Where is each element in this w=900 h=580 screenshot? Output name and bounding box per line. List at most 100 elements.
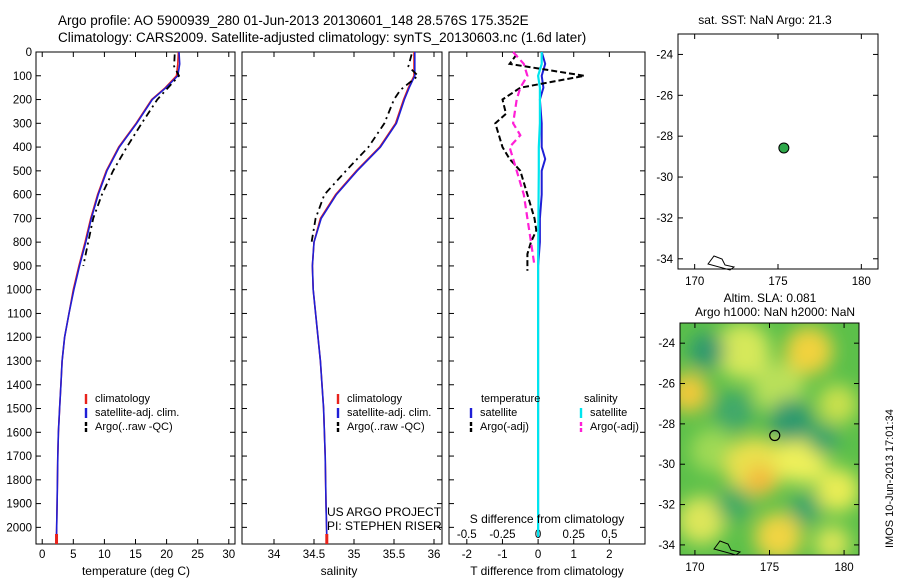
sla-blob <box>714 323 771 379</box>
y-tick-label: 1100 <box>7 308 32 320</box>
map-x-tick-label: 180 <box>834 562 853 574</box>
legend-label: Argo(-adj) <box>590 421 639 433</box>
map-y-tick-label: -30 <box>658 459 675 471</box>
x-tick-label: 0 <box>535 549 541 561</box>
difference-panel: -2 -1 0 1 2-0.5 -0.25 0 0.25 0.5temperaturesatel… <box>448 51 646 561</box>
x-tick-label: 34 <box>268 549 281 561</box>
sla-blob <box>817 384 858 425</box>
y-tick-label: 2000 <box>6 522 32 534</box>
x-tick-label: 15 <box>129 549 142 561</box>
legend-label: satellite-adj. clim. <box>347 407 431 419</box>
x-tick-label: 20 <box>160 549 173 561</box>
y-tick-label: 500 <box>13 166 32 178</box>
y-tick-label: 1600 <box>6 427 32 439</box>
x-tick-label: 34.5 <box>303 549 325 561</box>
y-tick-label: 1700 <box>6 451 32 463</box>
x-tick-label: 0 <box>39 549 45 561</box>
coastline <box>713 540 742 556</box>
map-x-tick-label: 175 <box>768 276 787 288</box>
sla-blob <box>680 372 709 413</box>
y-tick-label: 1200 <box>6 332 32 344</box>
y-tick-label: 100 <box>13 71 32 83</box>
y-tick-label: 200 <box>13 95 32 107</box>
map-x-tick-label: 175 <box>760 562 779 574</box>
x-tick-label: 30 <box>222 549 235 561</box>
y-tick-label: 0 <box>26 47 32 59</box>
legend-label: satellite <box>480 407 517 419</box>
map-y-tick-label: -30 <box>656 172 673 184</box>
pi-annotation: PI: STEPHEN RISER <box>327 519 442 533</box>
sla-map-panel: 170 175 180 -24 -26 -28 -30 -32 -34 <box>658 322 860 574</box>
map-y-tick-label: -34 <box>658 540 675 552</box>
legend-label: climatology <box>95 393 151 405</box>
sst-map-panel: 170 175 180 -24 -26 -28 -30 -32 -34 <box>656 33 879 288</box>
difference-series-3 <box>536 52 543 537</box>
map-y-tick-label: -32 <box>656 213 673 225</box>
coastline <box>707 255 736 271</box>
sla-blob <box>715 485 752 522</box>
difference-series-2 <box>494 53 585 271</box>
sla-blob <box>807 423 840 455</box>
x-tick-label: 36 <box>428 549 441 561</box>
x-tick-label: -1 <box>497 549 507 561</box>
series-line-1 <box>311 52 415 537</box>
y-tick-label: 1500 <box>6 404 32 416</box>
legend-label: satellite <box>590 407 627 419</box>
sla-blob <box>768 398 813 443</box>
imos-timestamp: IMOS 10-Jun-2013 17:01:34 <box>884 409 896 548</box>
series-line-2 <box>311 52 416 537</box>
top-tick-label: 0.25 <box>563 529 585 541</box>
legend-label: climatology <box>347 393 403 405</box>
argo-location-marker <box>769 429 781 442</box>
legend-group-title: temperature <box>481 393 540 405</box>
map-frame <box>677 33 879 270</box>
y-tick-label: 800 <box>13 237 32 249</box>
map-y-tick-label: -28 <box>656 131 673 143</box>
series-line-3 <box>310 54 420 243</box>
map-y-tick-label: -26 <box>658 379 675 391</box>
y-tick-label: 1300 <box>6 356 32 368</box>
sla-blob <box>746 466 775 495</box>
y-tick-label: 400 <box>13 142 32 154</box>
map-y-tick-label: -26 <box>656 90 673 102</box>
y-tick-label: 1000 <box>6 285 32 297</box>
series-line-1 <box>55 51 180 537</box>
series-line-3 <box>82 54 181 267</box>
legend-label: Argo(..raw -QC) <box>95 421 173 433</box>
top-tick-label: -0.5 <box>457 529 477 541</box>
temperature-panel: 0 5 10 15 20 25 300100200300400500600700800900… <box>6 47 236 561</box>
y-tick-label: 1400 <box>6 380 32 392</box>
map-y-tick-label: -32 <box>658 500 675 512</box>
header-line-2: Climatology: CARS2009. Satellite-adjuste… <box>58 30 586 45</box>
difference-series-4 <box>508 51 536 267</box>
sla-blob <box>815 468 859 513</box>
map-y-tick-label: -24 <box>656 49 673 61</box>
legend-group-title: salinity <box>584 393 618 405</box>
sst-map-title: sat. SST: NaN Argo: 21.3 <box>698 13 832 27</box>
y-tick-label: 700 <box>13 213 32 225</box>
map-y-tick-label: -34 <box>656 254 673 266</box>
top-tick-label: -0.25 <box>489 529 515 541</box>
top-tick-label: 0.5 <box>601 529 617 541</box>
y-tick-label: 1900 <box>6 499 32 511</box>
map-y-tick-label: -24 <box>658 338 675 350</box>
x-tick-label: 1 <box>571 549 577 561</box>
sla-map-title-2: Argo h1000: NaN h2000: NaN <box>695 305 855 319</box>
difference-top-label: S difference from climatology <box>470 512 625 526</box>
header-line-1: Argo profile: AO 5900939_280 01-Jun-2013… <box>58 13 529 28</box>
difference-xlabel: T difference from climatology <box>470 564 624 578</box>
y-tick-label: 1800 <box>6 475 32 487</box>
sla-blob <box>680 496 726 545</box>
x-tick-label: 35.5 <box>383 549 405 561</box>
y-tick-label: 300 <box>13 118 32 130</box>
salinity-panel: 34 34.5 35 35.5 36 climatology satellite-adj. … <box>241 51 443 561</box>
sla-blob <box>754 512 803 555</box>
sla-field <box>680 323 859 555</box>
sla-blob <box>713 391 754 432</box>
legend-label: Argo(..raw -QC) <box>347 421 425 433</box>
map-x-tick-label: 170 <box>685 276 704 288</box>
project-annotation: US ARGO PROJECT <box>327 505 442 519</box>
temperature-xlabel: temperature (deg C) <box>82 564 190 578</box>
sla-blob <box>784 326 833 375</box>
x-tick-label: 10 <box>98 549 111 561</box>
